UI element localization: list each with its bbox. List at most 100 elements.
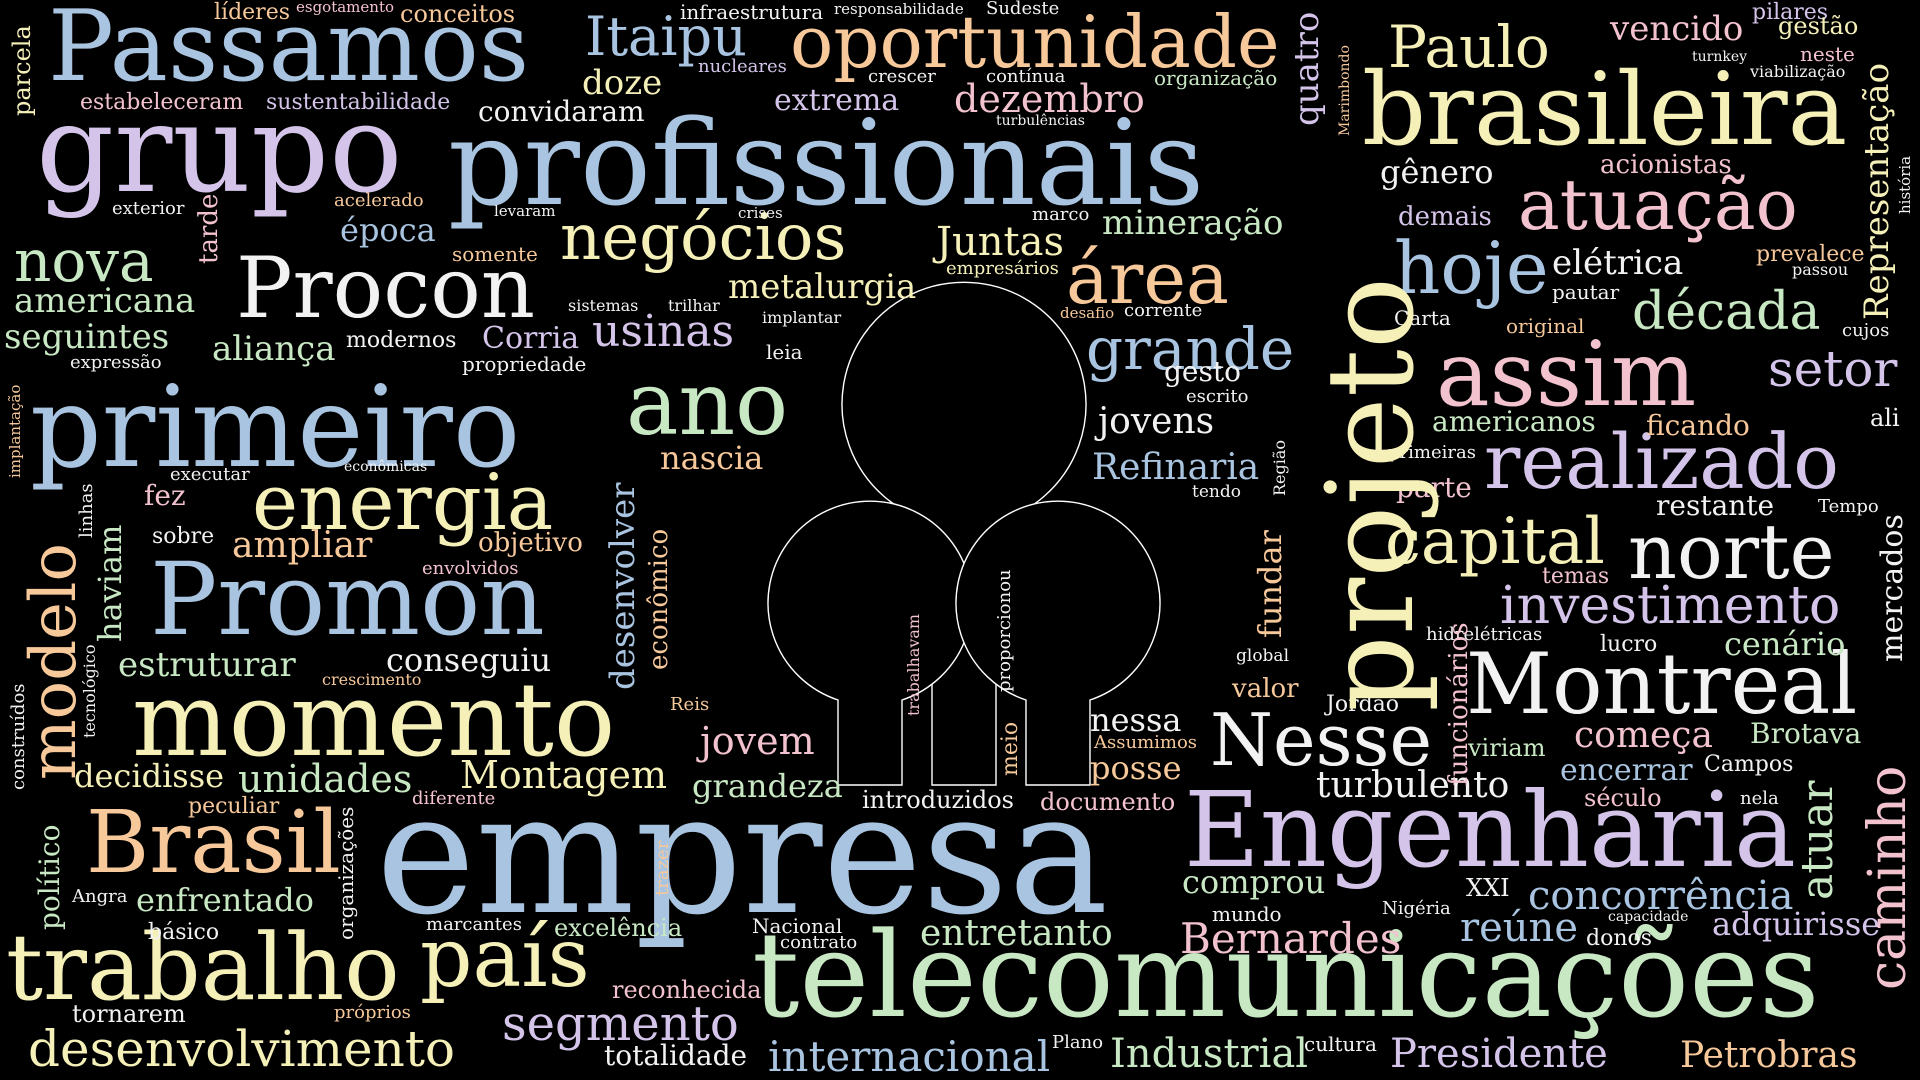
word-metalurgia: metalurgia xyxy=(728,267,917,307)
word-trilhar: trilhar xyxy=(668,296,720,315)
word-turbulencias: turbulências xyxy=(996,113,1085,129)
word-excelencia: excelência xyxy=(554,914,683,942)
word-juntas: Juntas xyxy=(936,219,1065,265)
word-bernardes: Bernardes xyxy=(1180,914,1402,963)
word-carta: Carta xyxy=(1394,306,1451,330)
word-nigeria: Nigéria xyxy=(1382,898,1451,919)
word-quatro: quatro xyxy=(1287,11,1327,126)
word-gestao: gestão xyxy=(1778,12,1859,40)
word-economicas: econômicas xyxy=(344,459,428,475)
word-trabalhavam: trabalhavam xyxy=(904,613,923,716)
word-cujos: cujos xyxy=(1842,320,1890,341)
word-decada: década xyxy=(1632,282,1821,342)
word-somente: somente xyxy=(452,242,538,266)
word-americana: americana xyxy=(14,281,196,321)
word-escrito: escrito xyxy=(1186,386,1249,407)
word-epoca: época xyxy=(340,211,436,249)
word-tornarem: tornarem xyxy=(72,1000,186,1028)
word-peculiar: peculiar xyxy=(188,794,280,819)
word-cenario: cenário xyxy=(1724,625,1846,663)
word-nessa: nessa xyxy=(1090,701,1182,739)
word-projeto: projeto xyxy=(1302,276,1441,712)
word-fundar: fundar xyxy=(1251,530,1289,638)
word-implantar: implantar xyxy=(762,308,842,327)
word-presidente: Presidente xyxy=(1390,1031,1608,1077)
word-capacidade: capacidade xyxy=(1608,909,1689,925)
word-ali: ali xyxy=(1870,404,1900,432)
word-ano: ano xyxy=(626,352,789,455)
word-tecnologico: tecnológico xyxy=(80,644,99,739)
word-seguintes: seguintes xyxy=(4,317,170,357)
word-entretanto: entretanto xyxy=(920,913,1113,954)
word-americanos: americanos xyxy=(1432,405,1596,438)
word-politico: político xyxy=(33,824,66,930)
word-reis: Reis xyxy=(670,694,710,715)
word-sudeste: Sudeste xyxy=(986,0,1060,19)
word-proprios: próprios xyxy=(334,1002,411,1023)
word-turnkey: turnkey xyxy=(1692,49,1748,65)
word-xxi: XXI xyxy=(1466,874,1510,902)
word-capital: capital xyxy=(1385,505,1605,579)
word-fez: fez xyxy=(144,479,186,512)
word-crescimento: crescimento xyxy=(322,670,422,689)
word-jovens: jovens xyxy=(1098,401,1215,442)
word-decidisse: decidisse xyxy=(74,757,225,795)
word-atuacao: atuação xyxy=(1518,164,1798,246)
word-demais: demais xyxy=(1398,202,1492,232)
word-energia: energia xyxy=(252,458,554,548)
word-norte: norte xyxy=(1628,507,1835,596)
word-paulo: Paulo xyxy=(1388,13,1550,81)
word-cultura: cultura xyxy=(1304,1032,1377,1056)
word-passou: passou xyxy=(1792,260,1849,279)
word-mundo: mundo xyxy=(1212,902,1282,926)
word-extrema: extrema xyxy=(774,83,900,118)
word-envolvidos: envolvidos xyxy=(422,558,519,579)
word-diferente: diferente xyxy=(412,788,496,809)
word-temas: temas xyxy=(1542,564,1610,589)
word-area: área xyxy=(1066,236,1229,320)
word-passamos: Passamos xyxy=(48,0,530,104)
word-concorrencia: concorrência xyxy=(1528,873,1794,919)
word-genero: gênero xyxy=(1380,153,1494,191)
word-viriam: viriam xyxy=(1468,734,1546,762)
word-segmento: segmento xyxy=(502,996,739,1052)
word-trazer: trazer xyxy=(652,840,673,896)
word-nucleares: nucleares xyxy=(698,56,787,77)
word-petrobras: Petrobras xyxy=(1680,1035,1858,1076)
word-contrato: contrato xyxy=(780,932,858,953)
word-trabalho: trabalho xyxy=(6,914,400,1021)
word-tarde: tarde xyxy=(194,193,224,264)
word-industrial: Industrial xyxy=(1110,1031,1309,1077)
word-realizado: realizado xyxy=(1484,417,1839,506)
word-tempo: Tempo xyxy=(1818,496,1879,517)
word-empresa: empresa xyxy=(376,756,1109,952)
word-pautar: pautar xyxy=(1552,280,1620,304)
word-unidades: unidades xyxy=(238,757,413,801)
word-adquirisse: adquirisse xyxy=(1712,905,1881,943)
word-regiao: Região xyxy=(1270,439,1289,496)
word-representacao: Representação xyxy=(1857,62,1897,320)
word-momento: momento xyxy=(132,661,616,780)
word-reune: reúne xyxy=(1460,905,1578,951)
word-telecomunicacoes: telecomunicações xyxy=(752,906,1820,1044)
word-hoje: hoje xyxy=(1394,226,1549,310)
word-nova: nova xyxy=(14,227,154,295)
word-grupo: grupo xyxy=(36,78,403,220)
word-corrente: corrente xyxy=(1124,300,1203,321)
word-internacional: internacional xyxy=(768,1032,1051,1080)
word-oportunidade: oportunidade xyxy=(790,0,1280,84)
word-funcionarios: funcionários xyxy=(1444,622,1474,786)
word-infraestrutura: infraestrutura xyxy=(680,0,824,24)
word-jordao: Jordão xyxy=(1326,692,1400,717)
word-pilares: pilares xyxy=(1752,0,1829,25)
word-marimbondo: Marimbondo xyxy=(1337,45,1353,136)
word-profissionais: profissionais xyxy=(448,94,1205,232)
word-prevalece: prevalece xyxy=(1756,242,1865,267)
word-meio: meio xyxy=(998,721,1023,776)
word-viabilizacao: viabilização xyxy=(1750,62,1846,81)
word-empresarios: empresários xyxy=(946,258,1059,279)
word-conseguiu: conseguiu xyxy=(386,641,552,679)
word-atuar: atuar xyxy=(1792,780,1843,900)
word-executar: executar xyxy=(170,464,250,485)
